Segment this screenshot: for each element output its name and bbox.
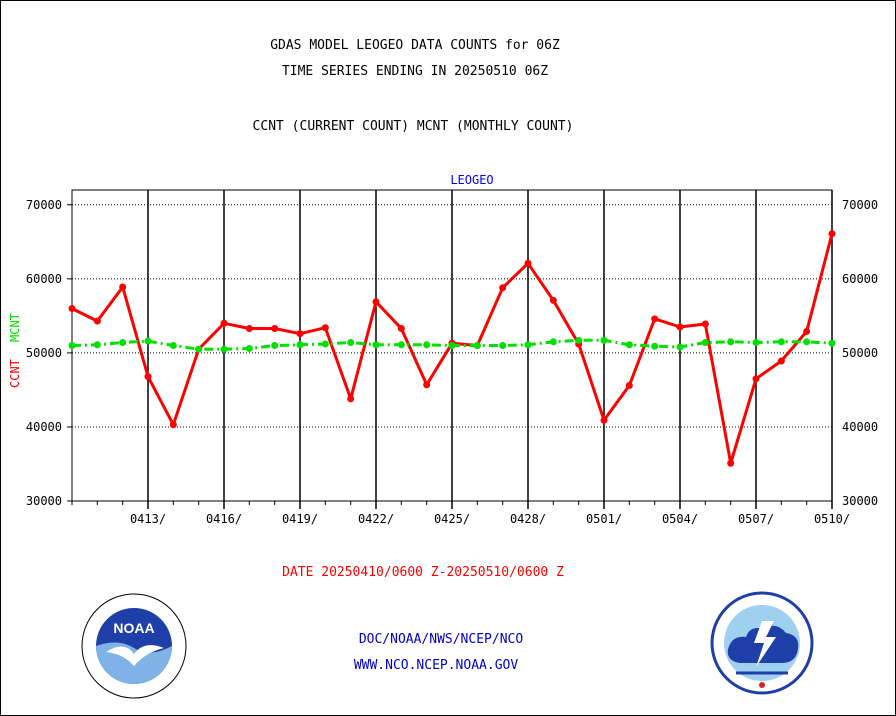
- data-point-mcnt: [777, 338, 785, 346]
- data-point-ccnt: [321, 324, 329, 332]
- data-point-mcnt: [625, 341, 633, 349]
- data-point-ccnt: [499, 284, 507, 292]
- data-point-ccnt: [777, 357, 785, 365]
- data-point-mcnt: [575, 336, 583, 344]
- data-point-mcnt: [296, 341, 304, 349]
- y-tick-label-right: 50000: [842, 346, 878, 360]
- data-point-mcnt: [828, 339, 836, 347]
- data-point-ccnt: [220, 319, 228, 327]
- data-point-ccnt: [423, 381, 431, 389]
- data-point-ccnt: [549, 296, 557, 304]
- data-point-ccnt: [524, 259, 532, 267]
- data-point-mcnt: [195, 345, 203, 353]
- y-tick-label-left: 50000: [26, 346, 62, 360]
- data-point-ccnt: [372, 298, 380, 306]
- data-point-mcnt: [701, 339, 709, 347]
- chart-title-line2: TIME SERIES ENDING IN 20250510 06Z: [281, 64, 549, 79]
- data-point-mcnt: [600, 336, 608, 344]
- data-point-mcnt: [119, 339, 127, 347]
- data-point-mcnt: [144, 337, 152, 345]
- data-point-ccnt: [600, 416, 608, 424]
- data-point-mcnt: [245, 344, 253, 352]
- website-text: WWW.NCO.NCEP.NOAA.GOV: [353, 658, 519, 673]
- data-point-mcnt: [347, 339, 355, 347]
- data-point-mcnt: [169, 342, 177, 349]
- data-point-ccnt: [68, 304, 76, 312]
- data-point-mcnt: [651, 342, 659, 350]
- x-tick-label: 0428/: [510, 512, 546, 526]
- noaa-logo: NOAA: [81, 593, 187, 699]
- data-point-mcnt: [423, 341, 431, 349]
- chart-subtitle: CCNT (CURRENT COUNT) MCNT (MONTHLY COUNT…: [252, 119, 574, 134]
- y-axis-label-mcnt: MCNT: [8, 313, 22, 342]
- data-point-mcnt: [473, 342, 481, 349]
- data-point-ccnt: [347, 395, 355, 403]
- data-point-mcnt: [499, 342, 507, 349]
- y-tick-label-left: 40000: [26, 420, 62, 434]
- data-point-mcnt: [220, 345, 228, 353]
- data-point-mcnt: [524, 341, 532, 349]
- data-point-ccnt: [119, 283, 127, 291]
- date-range-label: DATE 20250410/0600 Z-20250510/0600 Z: [282, 565, 564, 580]
- org-path-text: DOC/NOAA/NWS/NCEP/NCO: [358, 632, 524, 647]
- y-tick-label-left: 70000: [26, 198, 62, 212]
- data-point-mcnt: [321, 340, 329, 348]
- data-point-ccnt: [169, 421, 177, 429]
- data-point-ccnt: [651, 315, 659, 323]
- x-tick-label: 0504/: [662, 512, 698, 526]
- y-tick-label-right: 60000: [842, 272, 878, 286]
- y-tick-label-right: 30000: [842, 494, 878, 508]
- data-point-ccnt: [397, 324, 405, 332]
- data-point-mcnt: [727, 338, 735, 346]
- data-point-mcnt: [68, 342, 76, 349]
- data-point-mcnt: [372, 341, 380, 349]
- chart-title-line1: GDAS MODEL LEOGEO DATA COUNTS for 06Z: [270, 38, 560, 53]
- y-tick-label-right: 70000: [842, 198, 878, 212]
- data-point-mcnt: [448, 342, 456, 349]
- y-tick-label-left: 60000: [26, 272, 62, 286]
- x-tick-label: 0422/: [358, 512, 394, 526]
- noaa-logo-text: NOAA: [113, 620, 154, 636]
- y-tick-label-right: 40000: [842, 420, 878, 434]
- x-tick-label: 0425/: [434, 512, 470, 526]
- data-point-ccnt: [245, 324, 253, 332]
- panel-title: LEOGEO: [450, 173, 493, 187]
- x-tick-label: 0510/: [814, 512, 850, 526]
- data-point-mcnt: [752, 339, 760, 347]
- x-tick-label: 0507/: [738, 512, 774, 526]
- x-tick-label: 0419/: [282, 512, 318, 526]
- data-point-mcnt: [93, 341, 101, 349]
- data-point-ccnt: [727, 459, 735, 467]
- data-point-ccnt: [752, 375, 760, 383]
- data-point-ccnt: [625, 381, 633, 389]
- data-point-ccnt: [676, 323, 684, 331]
- nws-logo: [710, 591, 814, 695]
- data-point-mcnt: [397, 341, 405, 349]
- y-tick-label-left: 30000: [26, 494, 62, 508]
- data-point-ccnt: [296, 330, 304, 338]
- data-point-mcnt: [803, 338, 811, 346]
- data-point-ccnt: [144, 373, 152, 381]
- data-point-ccnt: [271, 324, 279, 332]
- data-point-ccnt: [803, 327, 811, 335]
- x-tick-label: 0416/: [206, 512, 242, 526]
- data-point-mcnt: [549, 338, 557, 346]
- data-point-mcnt: [271, 342, 279, 349]
- data-point-mcnt: [676, 343, 684, 351]
- x-tick-label: 0413/: [130, 512, 166, 526]
- data-point-ccnt: [828, 230, 836, 238]
- y-axis-label-ccnt: CCNT: [8, 359, 22, 388]
- x-tick-label: 0501/: [586, 512, 622, 526]
- data-point-ccnt: [701, 320, 709, 328]
- data-point-ccnt: [93, 317, 101, 325]
